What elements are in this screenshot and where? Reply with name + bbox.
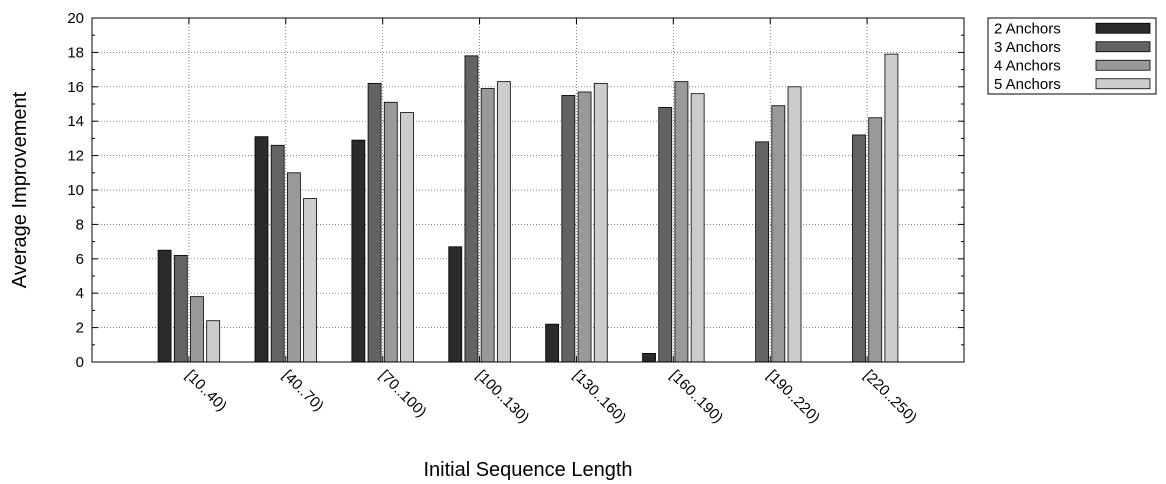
y-tick-label: 6 [76,251,84,268]
bar [593,82,608,363]
bar [367,82,382,363]
x-tick-label: [40..70) [279,367,327,415]
bar [642,352,656,363]
legend-label: 3 Anchors [994,39,1061,56]
y-axis: 0 2 4 6 8 10 12 14 16 18 20 [67,10,964,371]
legend-swatch [1095,78,1151,90]
legend-swatch [1095,41,1151,53]
bar [173,254,188,363]
y-tick-label: 14 [67,113,84,130]
x-tick-label: [220..250) [860,367,920,427]
legend-swatch [1095,59,1151,71]
bar [448,246,463,363]
y-tick-label: 16 [67,79,84,96]
bar [270,144,285,363]
legend-label: 4 Anchors [994,57,1061,74]
bar [464,55,479,363]
x-tick-label: [70..100) [376,367,430,421]
bar [561,95,576,363]
y-tick-label: 0 [76,354,84,371]
bar [157,249,172,363]
y-tick-label: 20 [67,10,84,27]
bar [658,107,673,363]
bar [755,141,770,363]
bar [351,139,366,363]
bar [286,172,301,363]
bar [771,105,786,363]
bar [852,134,866,363]
legend-label: 5 Anchors [994,76,1061,93]
bar [690,93,705,363]
bar [545,323,560,363]
bar [480,88,495,363]
x-axis-title: Initial Sequence Length [423,459,632,481]
x-tick-label: [10..40) [182,367,230,415]
legend-swatch [1095,22,1151,34]
bar [674,81,689,363]
y-tick-label: 10 [67,182,84,199]
bar [303,198,317,363]
x-tick-label: [160..190) [667,367,727,427]
bar [868,117,883,363]
x-tick-label: [130..160) [570,367,630,427]
grid-lines [92,18,964,362]
y-tick-label: 4 [76,285,84,302]
bar [787,86,802,363]
bar [190,296,204,363]
y-axis-title: Average Improvement [9,91,31,288]
bar [577,91,592,363]
legend-label: 2 Anchors [994,20,1061,37]
y-tick-label: 18 [67,44,84,61]
bar [496,81,511,363]
bar [884,53,899,363]
y-tick-label: 12 [67,148,84,165]
bars-group [157,53,899,363]
x-tick-label: [100..130) [473,367,533,427]
bar [254,136,269,363]
bar [383,101,398,363]
y-tick-label: 2 [76,320,84,337]
x-tick-label: [190..220) [763,367,823,427]
bar [400,112,414,363]
y-tick-label: 8 [76,216,84,233]
bar [206,320,221,363]
